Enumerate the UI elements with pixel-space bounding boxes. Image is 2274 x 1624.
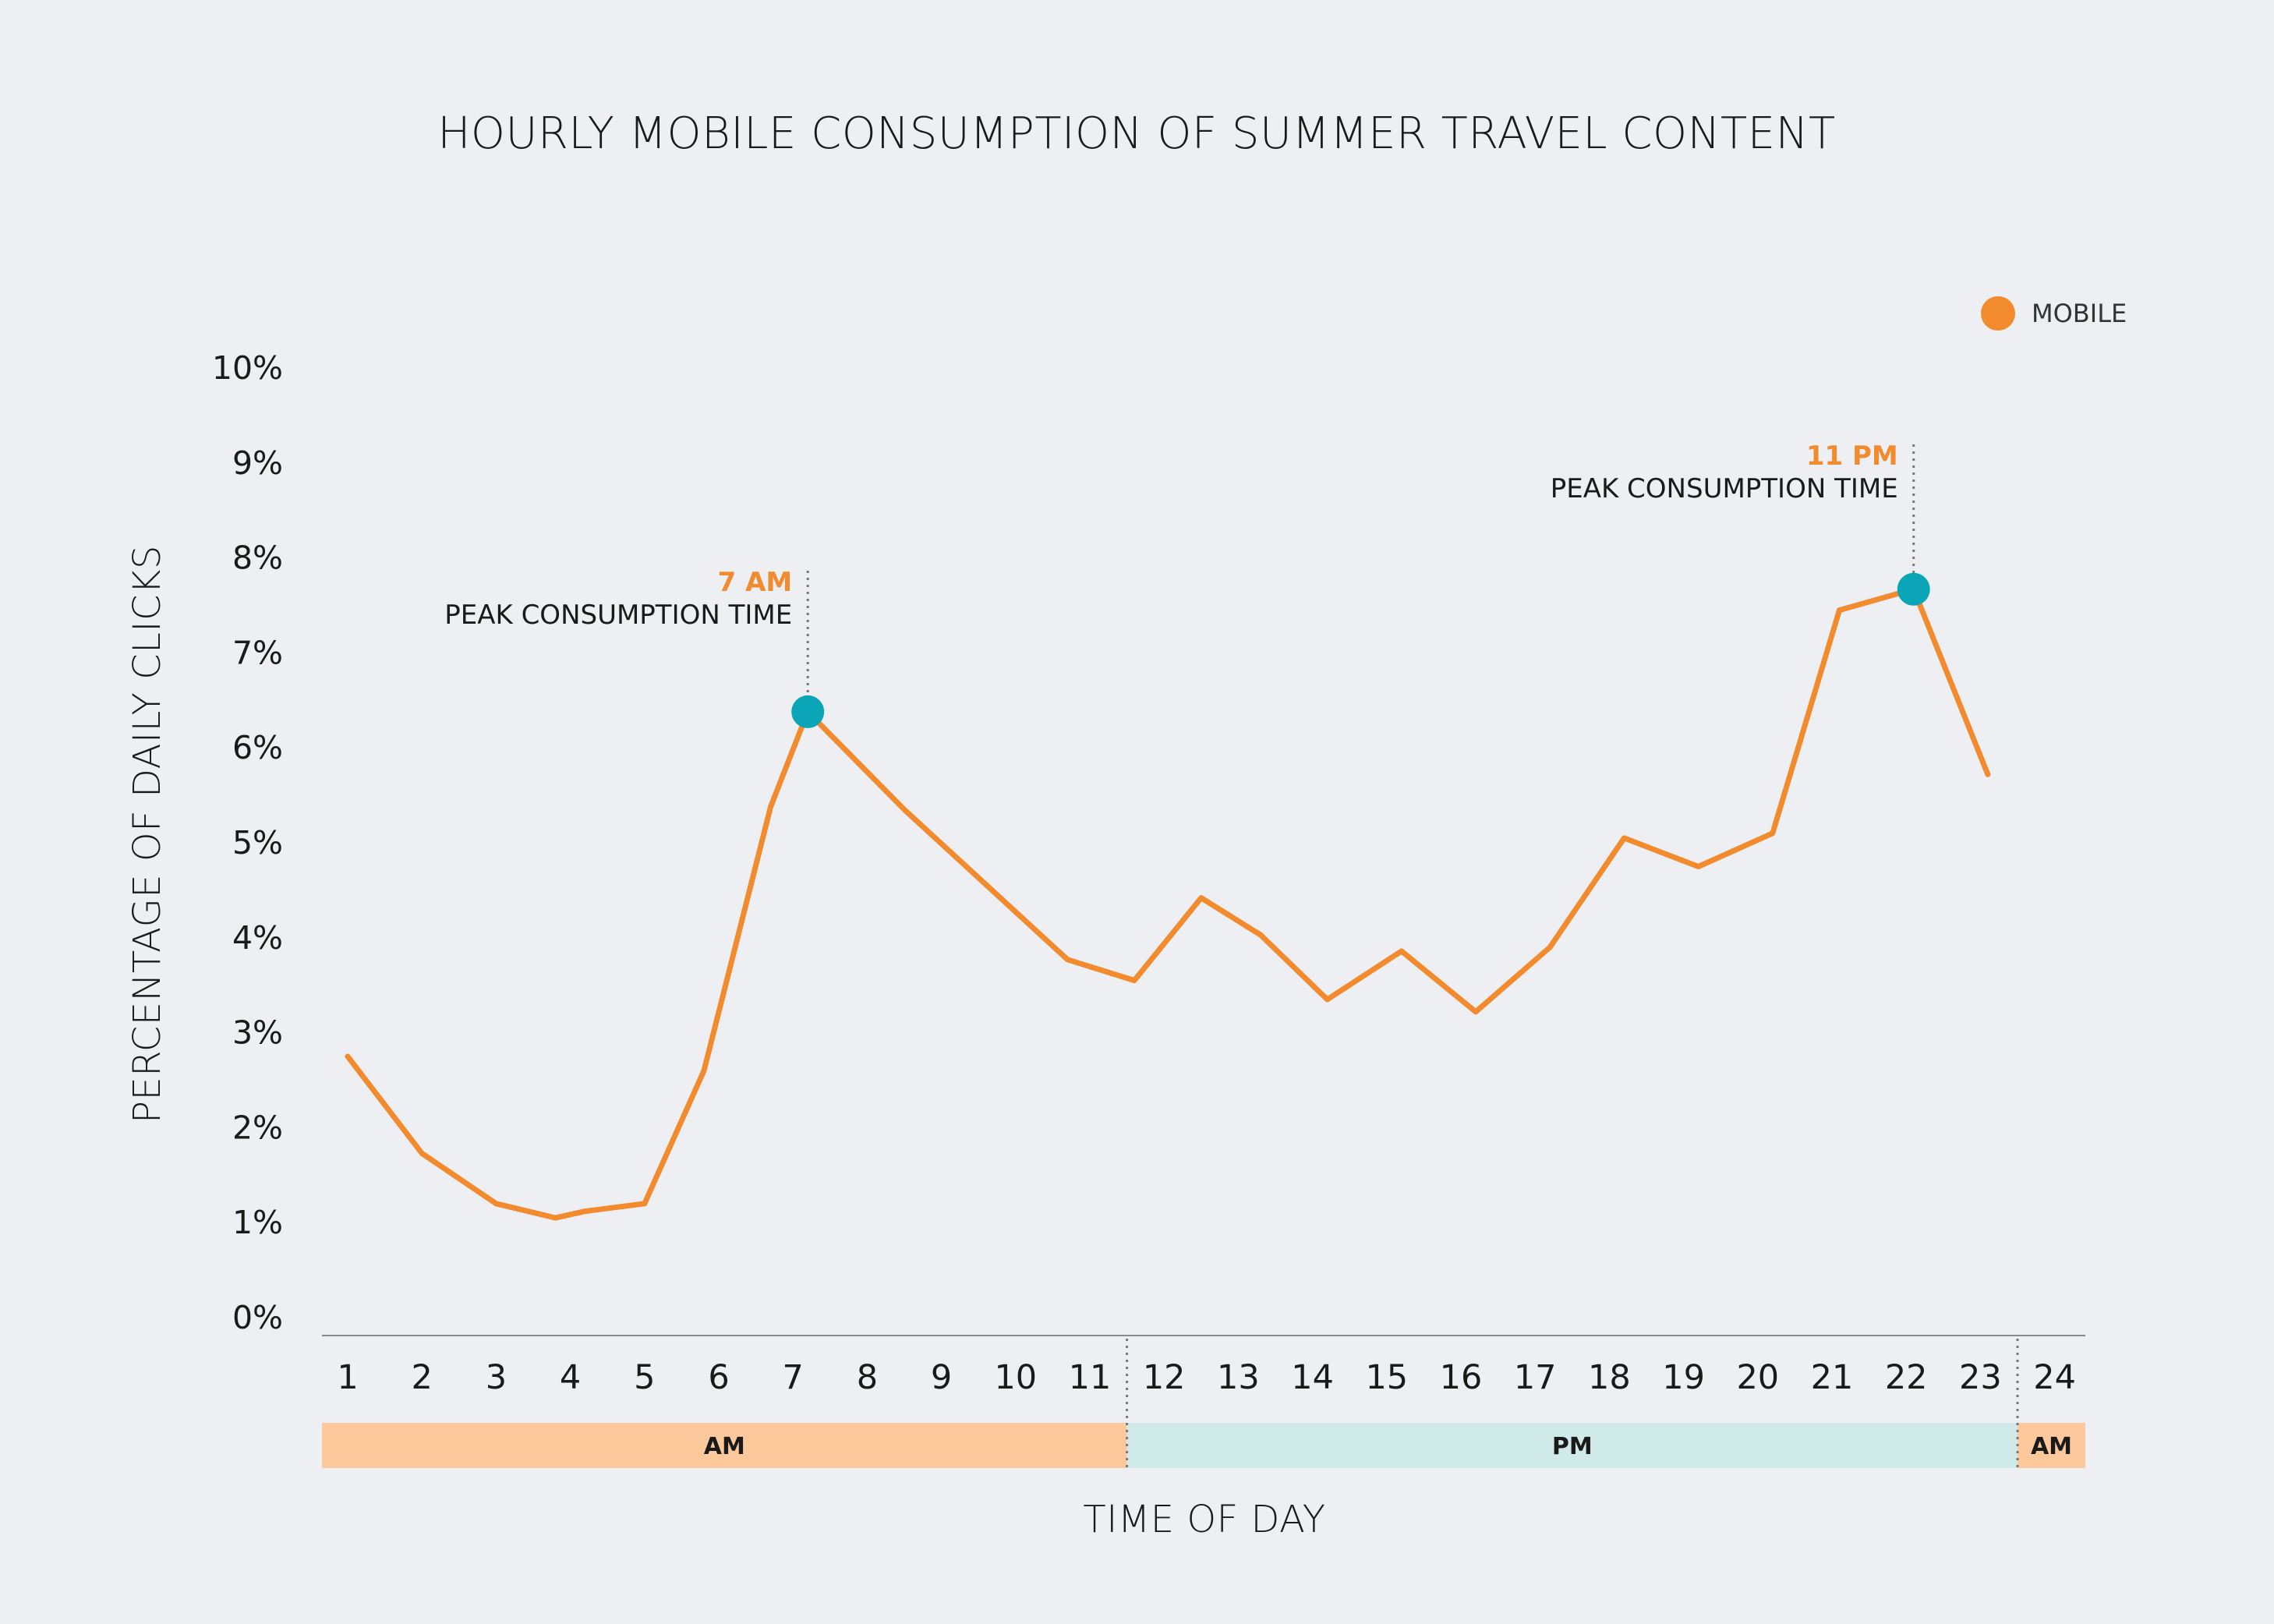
x-tick-label: 6	[708, 1358, 729, 1397]
y-tick-label: 6%	[232, 729, 283, 766]
x-tick-label: 24	[2033, 1358, 2076, 1397]
peak-time-label: 11 PM	[1806, 440, 1898, 472]
legend-marker-mobile	[1981, 296, 2015, 331]
peak-marker	[1897, 572, 1930, 606]
y-axis-label: PERCENTAGE OF DAILY CLICKS	[126, 545, 169, 1123]
series-line-mobile	[345, 586, 1991, 1221]
x-tick-label: 14	[1291, 1358, 1334, 1397]
x-tick-label: 10	[994, 1358, 1037, 1397]
x-tick-label: 12	[1143, 1358, 1186, 1397]
x-tick-label: 9	[931, 1358, 952, 1397]
x-tick-label: 23	[1959, 1358, 2002, 1397]
band-label: PM	[1552, 1433, 1593, 1460]
x-tick-label: 11	[1069, 1358, 1112, 1397]
x-tick-label: 8	[857, 1358, 878, 1397]
peak-marker	[791, 695, 825, 728]
band-label: AM	[2031, 1433, 2072, 1460]
x-tick-label: 16	[1440, 1358, 1483, 1397]
y-tick-label: 10%	[212, 349, 283, 387]
y-tick-label: 4%	[232, 919, 283, 957]
y-tick-label: 8%	[232, 540, 283, 577]
x-tick-label: 3	[486, 1358, 507, 1397]
series-mobile	[345, 586, 1991, 1221]
peak-note-label: PEAK CONSUMPTION TIME	[1551, 473, 1898, 504]
x-tick-label: 15	[1365, 1358, 1408, 1397]
band-pm	[1126, 1423, 2018, 1468]
x-tick-label: 20	[1736, 1358, 1779, 1397]
x-tick-label: 7	[783, 1358, 804, 1397]
y-tick-label: 5%	[232, 824, 283, 862]
chart-title: HOURLY MOBILE CONSUMPTION OF SUMMER TRAV…	[437, 108, 1835, 159]
band-label: AM	[704, 1433, 745, 1460]
y-axis-ticks: 0% 1% 2% 3% 4% 5% 6% 7% 8% 9% 10%	[212, 349, 283, 1336]
x-tick-label: 4	[560, 1358, 581, 1397]
x-tick-label: 22	[1885, 1358, 1928, 1397]
x-axis-ticks: 1 2 3 4 5 6 7 8 9 10 11 12 13 14 15 16 17 18 19 20 21 22 23 24	[337, 1358, 2076, 1397]
y-tick-label: 7%	[232, 634, 283, 671]
y-tick-label: 2%	[232, 1109, 283, 1146]
legend: MOBILE	[1981, 296, 2127, 331]
band-am	[322, 1423, 1127, 1468]
x-tick-label: 5	[634, 1358, 655, 1397]
x-tick-label: 13	[1217, 1358, 1260, 1397]
legend-label-mobile: MOBILE	[2032, 299, 2127, 328]
band-am	[2018, 1423, 2085, 1468]
x-tick-label: 1	[337, 1358, 358, 1397]
x-tick-label: 18	[1588, 1358, 1631, 1397]
period-bands: AM PM AM	[322, 1339, 2085, 1468]
y-tick-label: 0%	[232, 1299, 283, 1336]
x-axis-label: TIME OF DAY	[1083, 1498, 1325, 1541]
x-tick-label: 21	[1811, 1358, 1854, 1397]
peak-note-label: PEAK CONSUMPTION TIME	[444, 600, 792, 631]
y-tick-label: 3%	[232, 1014, 283, 1052]
x-tick-label: 17	[1514, 1358, 1557, 1397]
y-tick-label: 1%	[232, 1204, 283, 1241]
y-tick-label: 9%	[232, 444, 283, 482]
peak-time-label: 7 AM	[718, 567, 793, 598]
x-tick-label: 2	[412, 1358, 433, 1397]
x-tick-label: 19	[1662, 1358, 1705, 1397]
